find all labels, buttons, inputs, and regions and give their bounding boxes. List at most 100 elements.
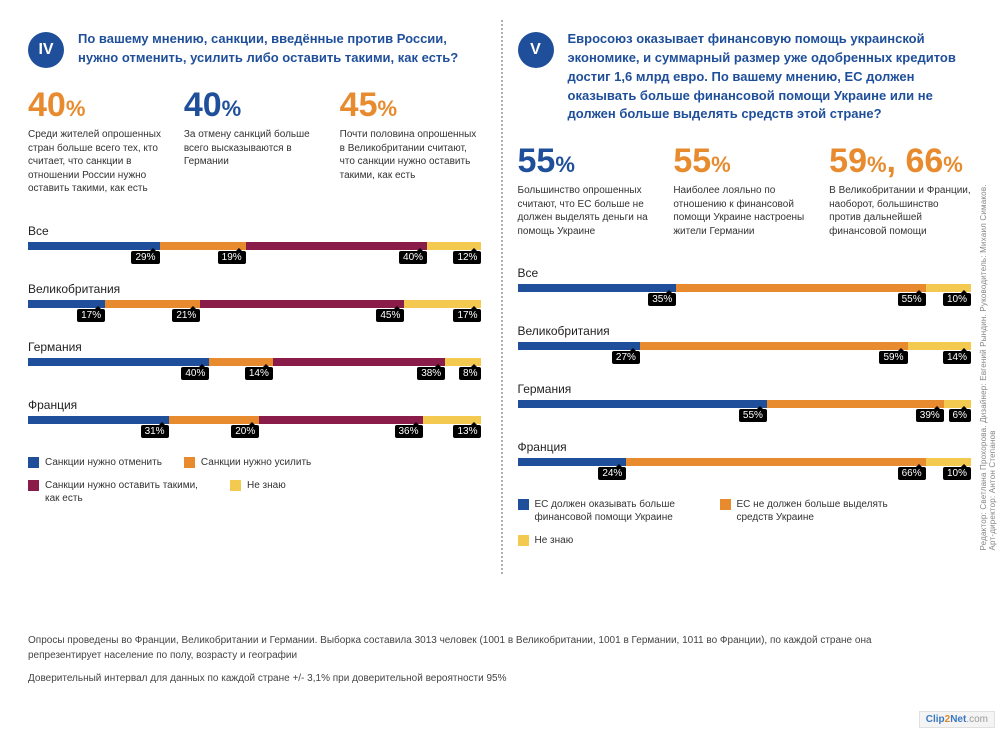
legend-item: Санкции нужно оставить такими, как есть xyxy=(28,479,208,505)
segment-value-label: 14% xyxy=(245,367,273,380)
bar-segment: 19% xyxy=(160,242,246,250)
bar-track: 35%55%10% xyxy=(518,284,972,292)
bar-segment: 13% xyxy=(423,416,482,424)
watermark-part: .com xyxy=(966,714,988,725)
bar-row: Франция24%66%10% xyxy=(518,440,972,482)
watermark-part: Clip xyxy=(926,714,945,725)
legend-item: ЕС не должен больше выделять средств Укр… xyxy=(720,498,900,524)
legend-swatch xyxy=(720,499,731,510)
legend: ЕС должен оказывать больше финансовой по… xyxy=(518,498,972,547)
bar-row: Все35%55%10% xyxy=(518,266,972,308)
segment-value-label: 59% xyxy=(879,351,907,364)
segment-value-label: 35% xyxy=(648,293,676,306)
bar-row: Великобритания27%59%14% xyxy=(518,324,972,366)
bar-segment: 17% xyxy=(28,300,105,308)
bar-segment: 24% xyxy=(518,458,627,466)
legend-swatch xyxy=(28,480,39,491)
bar-segment: 31% xyxy=(28,416,169,424)
bar-row-label: Франция xyxy=(518,440,972,454)
bar-row: Германия 55%39%6% xyxy=(518,382,972,424)
bar-track: 17%21%45%17% xyxy=(28,300,482,308)
segment-value-label: 27% xyxy=(612,351,640,364)
segment-value-label: 10% xyxy=(943,293,971,306)
panel-iv: IV По вашему мнению, санкции, введённые … xyxy=(28,30,500,547)
bar-segment: 21% xyxy=(105,300,200,308)
stat-percent: 55% xyxy=(518,144,660,178)
segment-value-label: 6% xyxy=(949,409,971,422)
stat-percent: 40% xyxy=(28,88,170,122)
bar-segment: 14% xyxy=(209,358,272,366)
bar-track: 40%14%38%8% xyxy=(28,358,482,366)
bar-track: 29%19%40%12% xyxy=(28,242,482,250)
segment-value-label: 12% xyxy=(453,251,481,264)
bar-segment: 20% xyxy=(169,416,260,424)
stat-description: Почти половина опрошенных в Великобритан… xyxy=(340,128,482,182)
legend-item: Не знаю xyxy=(230,479,286,505)
bar-track: 27%59%14% xyxy=(518,342,972,350)
stat-block: 55%Наиболее лояльно по отношению к финан… xyxy=(673,144,815,238)
stat-percent: 59%, 66% xyxy=(829,144,971,178)
legend-label: Санкции нужно отменить xyxy=(45,456,162,469)
segment-value-label: 14% xyxy=(943,351,971,364)
bar-segment: 6% xyxy=(944,400,971,408)
segment-value-label: 36% xyxy=(395,425,423,438)
bar-row-label: Германия xyxy=(518,382,972,396)
bar-segment: 17% xyxy=(404,300,481,308)
legend-item: Санкции нужно отменить xyxy=(28,456,162,469)
legend-label: Санкции нужно усилить xyxy=(201,456,311,469)
bar-segment: 40% xyxy=(246,242,427,250)
bar-row-label: Великобритания xyxy=(28,282,482,296)
legend-label: Не знаю xyxy=(535,534,574,547)
bar-segment: 66% xyxy=(626,458,925,466)
stat-block: 59%, 66% В Великобритании и Франции, наоб… xyxy=(829,144,971,238)
bar-segment: 27% xyxy=(518,342,640,350)
bar-track: 55%39%6% xyxy=(518,400,972,408)
bar-track: 24%66%10% xyxy=(518,458,972,466)
watermark: Clip2Net.com xyxy=(919,711,995,728)
segment-value-label: 40% xyxy=(181,367,209,380)
bar-row-label: Все xyxy=(28,224,482,238)
bar-segment: 29% xyxy=(28,242,160,250)
bar-row-label: Франция xyxy=(28,398,482,412)
bar-track: 31%20%36%13% xyxy=(28,416,482,424)
legend-item: Не знаю xyxy=(518,534,574,547)
stat-description: В Великобритании и Франции, наоборот, бо… xyxy=(829,184,971,238)
segment-value-label: 10% xyxy=(943,467,971,480)
bar-segment: 38% xyxy=(273,358,445,366)
bar-row-label: Все xyxy=(518,266,972,280)
legend-swatch xyxy=(184,457,195,468)
footnotes: Опросы проведены во Франции, Великобрита… xyxy=(28,633,941,694)
roman-badge-v: V xyxy=(518,32,554,68)
bar-segment: 14% xyxy=(908,342,971,350)
stat-percent: 40% xyxy=(184,88,326,122)
segment-value-label: 24% xyxy=(598,467,626,480)
segment-value-label: 17% xyxy=(453,309,481,322)
stat-block: 55%Большинство опрошенных считают, что Е… xyxy=(518,144,660,238)
footnote-line: Опросы проведены во Франции, Великобрита… xyxy=(28,633,941,663)
bar-segment: 10% xyxy=(926,284,971,292)
segment-value-label: 20% xyxy=(231,425,259,438)
segment-value-label: 55% xyxy=(898,293,926,306)
legend-swatch xyxy=(230,480,241,491)
watermark-part: Net xyxy=(950,714,966,725)
legend-swatch xyxy=(518,499,529,510)
bar-row: Великобритания 17%21%45%17% xyxy=(28,282,482,324)
bar-row: Франция31%20%36%13% xyxy=(28,398,482,440)
footnote-line: Доверительный интервал для данных по каж… xyxy=(28,671,941,686)
bar-segment: 59% xyxy=(640,342,908,350)
segment-value-label: 17% xyxy=(77,309,105,322)
legend-item: ЕС должен оказывать больше финансовой по… xyxy=(518,498,698,524)
stat-description: Среди жителей опрошенных стран больше вс… xyxy=(28,128,170,196)
stats-row: 40% Среди жителей опрошенных стран больше… xyxy=(28,88,482,196)
legend-label: Санкции нужно оставить такими, как есть xyxy=(45,479,208,505)
segment-value-label: 21% xyxy=(172,309,200,322)
segment-value-label: 8% xyxy=(459,367,481,380)
segment-value-label: 29% xyxy=(131,251,159,264)
stat-block: 40%За отмену санкций больше всего высказ… xyxy=(184,88,326,196)
segment-value-label: 66% xyxy=(898,467,926,480)
roman-badge-iv: IV xyxy=(28,32,64,68)
stat-description: Наиболее лояльно по отношению к финансов… xyxy=(673,184,815,238)
segment-value-label: 55% xyxy=(739,409,767,422)
bar-segment: 36% xyxy=(259,416,422,424)
panel-header: V Евросоюз оказывает финансовую помощь у… xyxy=(518,30,972,124)
